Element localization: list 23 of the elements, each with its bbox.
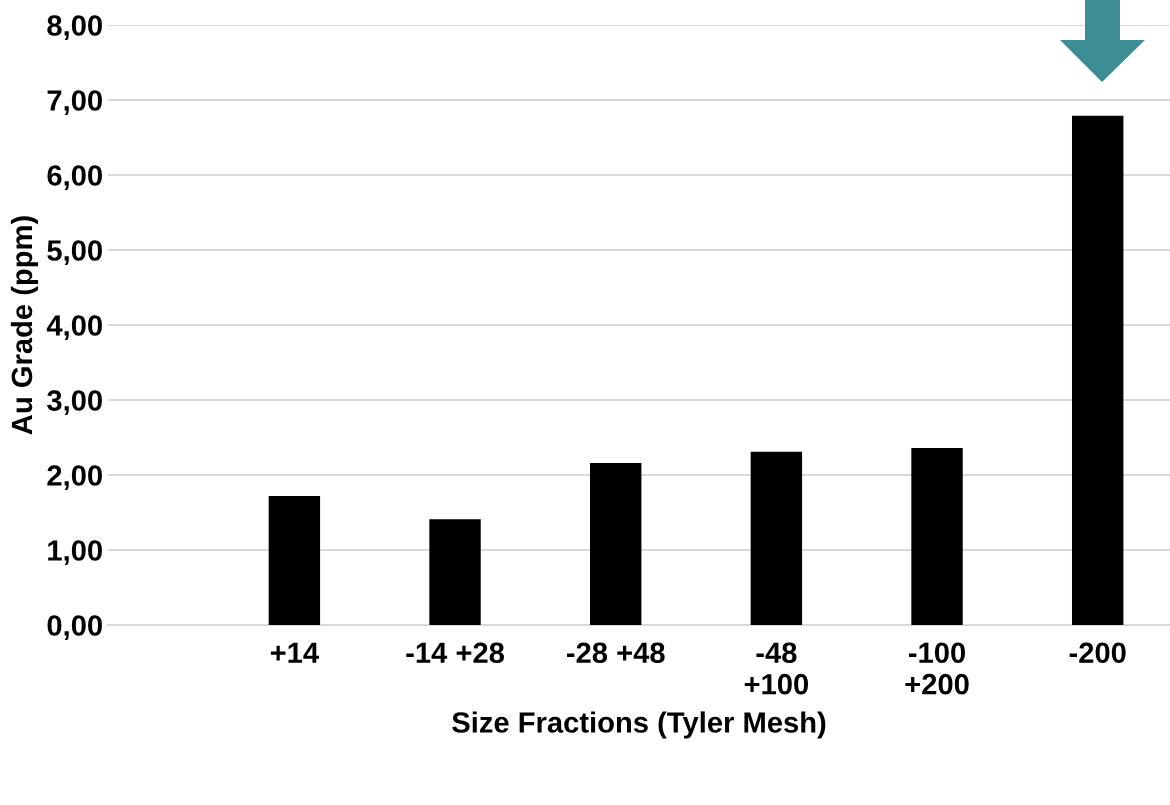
y-tick-label: 2,00 [47, 465, 102, 491]
y-tick-label: 7,00 [47, 90, 102, 116]
x-tick-label: -100 +200 [905, 642, 969, 695]
bar [750, 451, 803, 625]
x-tick-label: -48 +100 [744, 642, 809, 695]
bar [268, 496, 321, 625]
y-tick-label: 4,00 [46, 315, 102, 341]
x-tick-label: +14 [270, 642, 319, 663]
y-tick-label: 1,00 [48, 540, 102, 566]
bar [429, 519, 481, 625]
x-tick-label: -14 +28 [406, 642, 505, 664]
bar [911, 448, 963, 625]
y-tick-label: 5,00 [47, 240, 102, 266]
x-tick-label: -28 +48 [566, 642, 665, 664]
y-tick-label: 8,00 [47, 15, 102, 41]
bar [1071, 115, 1124, 625]
y-tick-label: 6,00 [47, 165, 102, 191]
y-tick-label: 0,00 [47, 615, 102, 641]
y-axis-title: Au Grade (ppm) [10, 216, 39, 435]
x-tick-label: -200 [1069, 642, 1126, 664]
y-tick-label: 3,00 [47, 390, 102, 416]
x-axis-title: Size Fractions (Tyler Mesh) [452, 711, 826, 739]
bar [590, 463, 642, 625]
